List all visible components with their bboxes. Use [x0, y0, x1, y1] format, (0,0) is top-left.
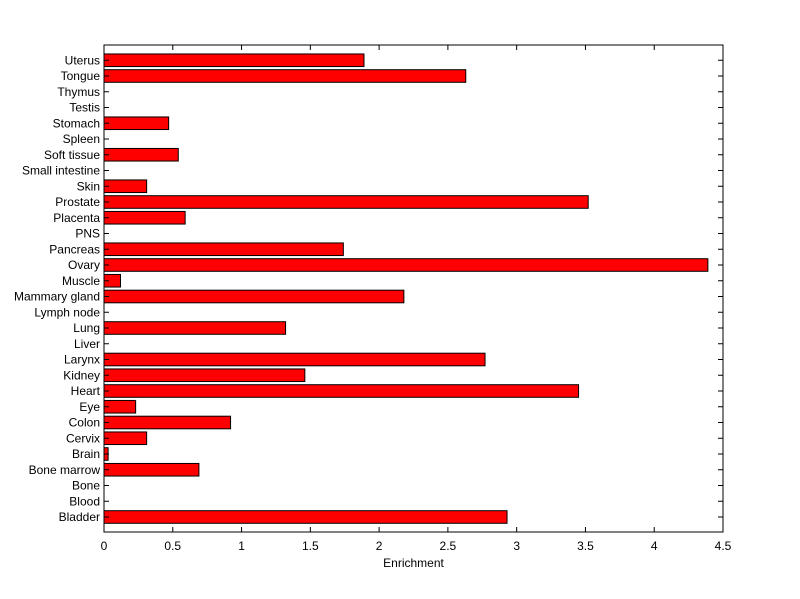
x-tick-label: 0.5: [164, 539, 181, 553]
bar: [103, 510, 508, 524]
bar: [103, 258, 709, 272]
bar: [103, 195, 589, 209]
x-tick-label: 1: [238, 539, 245, 553]
bar: [103, 69, 467, 83]
y-tick-label: Pancreas: [49, 242, 100, 256]
bar: [103, 368, 306, 383]
y-tick-label: Spleen: [63, 132, 100, 146]
x-tick-label: 4.5: [715, 539, 732, 553]
y-tick-label: Soft tissue: [44, 148, 100, 162]
y-tick-label: Lung: [73, 321, 100, 335]
y-tick-label: Brain: [72, 447, 100, 461]
x-tick-label: 1.5: [302, 539, 319, 553]
y-tick-label: Stomach: [53, 116, 100, 130]
plot-area: [104, 45, 723, 532]
y-tick-label: Small intestine: [22, 164, 100, 178]
bar: [103, 242, 344, 257]
y-tick-label: PNS: [75, 227, 100, 241]
y-tick-label: Blood: [69, 494, 100, 508]
y-tick-label: Larynx: [64, 353, 100, 367]
x-tick-label: 3: [513, 539, 520, 553]
y-tick-label: Muscle: [62, 274, 100, 288]
x-tick-label: 3.5: [577, 539, 594, 553]
y-tick-label: Skin: [77, 179, 100, 193]
y-tick-label: Lymph node: [34, 305, 100, 319]
y-tick-label: Tongue: [61, 69, 101, 83]
bar: [103, 321, 287, 335]
bars-group: [103, 53, 709, 524]
y-tick-label: Ovary: [68, 258, 100, 272]
bar: [103, 352, 486, 367]
y-tick-label: Testis: [69, 101, 100, 115]
x-ticks-group: 0 0.5 1 1.5 2 2.5 3 3.5 4 4.5: [101, 45, 732, 553]
y-tick-label: Placenta: [53, 211, 100, 225]
bar: [103, 415, 232, 430]
y-tick-label: Colon: [69, 416, 100, 430]
y-tick-label: Bone: [72, 479, 100, 493]
y-tick-label: Eye: [79, 400, 100, 414]
x-tick-label: 2.5: [440, 539, 457, 553]
bar: [103, 289, 405, 304]
bar: [103, 147, 179, 162]
y-tick-label: Uterus: [65, 53, 100, 67]
y-tick-label: Heart: [71, 384, 101, 398]
plot-frame: [103, 44, 724, 533]
y-tick-label: Bladder: [59, 510, 100, 524]
x-axis-label: Enrichment: [383, 556, 444, 570]
x-tick-label: 2: [376, 539, 383, 553]
x-tick-label: 4: [651, 539, 658, 553]
y-tick-label: Cervix: [66, 431, 100, 445]
y-tick-label: Kidney: [63, 368, 100, 382]
y-tick-label: Bone marrow: [29, 463, 101, 477]
bar: [103, 384, 580, 398]
y-tick-label: Liver: [74, 337, 100, 351]
bar: [103, 210, 186, 225]
x-tick-label: 0: [101, 539, 108, 553]
bar: [103, 462, 200, 477]
bar: [103, 53, 365, 68]
bar: [103, 116, 170, 131]
y-tick-label: Thymus: [57, 85, 100, 99]
y-tick-label: Mammary gland: [14, 290, 100, 304]
y-tick-label: Prostate: [55, 195, 100, 209]
bar: [103, 431, 148, 446]
bar: [103, 179, 148, 194]
